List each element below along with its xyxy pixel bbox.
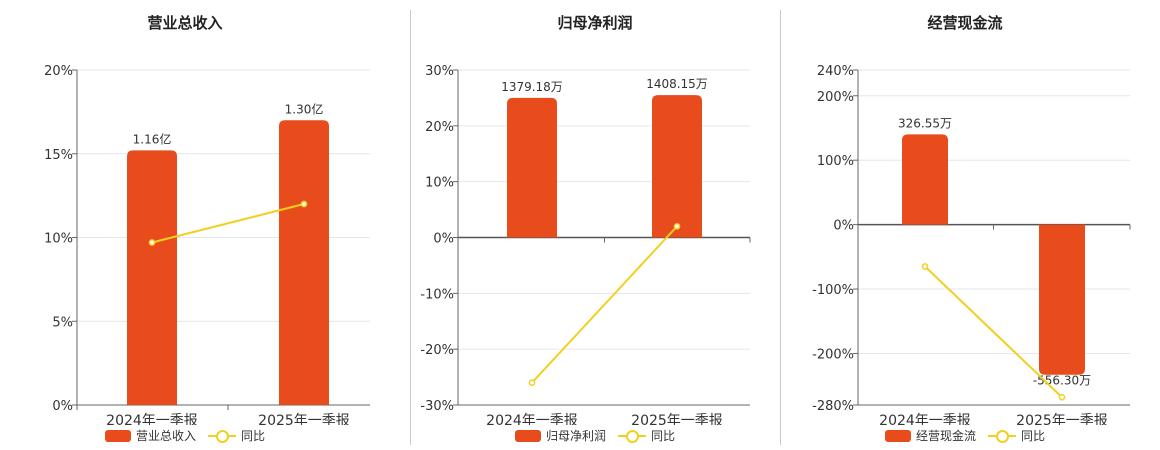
y-tick-label: 100% [817, 154, 854, 169]
x-tick-label: 2025年一季报 [1016, 413, 1108, 425]
chart-panel-net-profit: 归母净利润 30% 20% 10% 0% -10% -20% -30% 1379.18万 140… [410, 0, 780, 450]
legend-label: 归母净利润 [545, 429, 606, 443]
yoy-point [528, 379, 536, 387]
x-tick-label: 2024年一季报 [106, 413, 198, 425]
bar [507, 97, 557, 238]
bar-value-label: 1379.18万 [501, 80, 563, 94]
x-tick-label: 2024年一季报 [879, 413, 971, 425]
legend-item-bar[interactable]: 营业总收入 [104, 427, 196, 444]
yoy-line [531, 225, 678, 384]
y-tick-label: 240% [817, 64, 854, 79]
legend-label: 同比 [241, 429, 266, 443]
legend-item-line[interactable]: 同比 [208, 427, 265, 444]
legend-label: 同比 [1021, 429, 1046, 443]
y-tick-label: 0% [833, 219, 854, 234]
legend-label: 营业总收入 [135, 429, 196, 443]
bar [902, 134, 948, 225]
legend-item-line[interactable]: 同比 [988, 427, 1045, 444]
bar-value-label: 1.16亿 [133, 131, 172, 146]
chart-net-profit: 30% 20% 10% 0% -10% -20% -30% 1379.18万 1408.15万 2… [420, 64, 751, 425]
panel-divider [780, 10, 781, 445]
y-tick-label: -30% [420, 399, 454, 414]
chart-title: 归母净利润 [557, 14, 633, 32]
y-tick-label: -10% [420, 287, 454, 302]
y-tick-label: -200% [812, 347, 854, 362]
legend-line-marker [208, 429, 236, 443]
legend-label: 经营现金流 [915, 429, 976, 443]
y-tick-label: -100% [812, 283, 854, 298]
legend-item-bar[interactable]: 归母净利润 [514, 427, 606, 444]
legend-bar-swatch [514, 429, 541, 442]
y-tick-label: -280% [812, 399, 854, 414]
legend: 经营现金流 同比 [780, 427, 1150, 444]
bar [279, 120, 329, 405]
x-tick-label: 2024年一季报 [486, 413, 578, 425]
x-tick-label: 2025年一季报 [631, 413, 723, 425]
legend-line-marker [988, 429, 1016, 443]
yoy-line [151, 203, 305, 244]
bar-value-label: -556.30万 [1033, 374, 1091, 388]
y-tick-label: 5% [52, 315, 73, 330]
chart-panel-revenue: 营业总收入 20% 15% 10% 5% 0% 1.16亿 1.30亿 2024年一季报 202… [0, 0, 370, 450]
legend-item-bar[interactable]: 经营现金流 [884, 427, 976, 444]
chart-panel-cash-flow: 经营现金流 240% 200% 100% 0% -100% -200% -280% 326.5… [780, 0, 1150, 450]
yoy-point [1058, 393, 1066, 401]
bar [1039, 224, 1085, 375]
yoy-point [921, 263, 929, 270]
y-tick-label: 0% [433, 232, 454, 247]
y-tick-label: 15% [44, 148, 73, 163]
legend-bar-swatch [104, 429, 131, 442]
chart-revenue: 20% 15% 10% 5% 0% 1.16亿 1.30亿 2024年一季报 2025年一季报 [44, 64, 370, 425]
legend-label: 同比 [651, 429, 676, 443]
chart-title: 经营现金流 [927, 14, 1003, 32]
bar-value-label: 326.55万 [898, 116, 952, 130]
bar [652, 95, 702, 238]
yoy-line [924, 265, 1063, 398]
y-tick-label: 10% [425, 176, 454, 191]
bar-value-label: 1408.15万 [646, 77, 708, 91]
y-tick-label: -20% [420, 343, 454, 358]
legend: 归母净利润 同比 [410, 427, 780, 444]
bar-value-label: 1.30亿 [285, 101, 324, 116]
chart-title: 营业总收入 [147, 14, 223, 32]
yoy-point [673, 222, 681, 230]
y-tick-label: 20% [44, 64, 73, 79]
legend: 营业总收入 同比 [0, 427, 370, 444]
y-tick-label: 0% [52, 399, 73, 414]
yoy-point [300, 200, 308, 208]
legend-item-line[interactable]: 同比 [618, 427, 675, 444]
bar [127, 150, 177, 405]
y-tick-label: 10% [44, 232, 73, 247]
x-tick-label: 2025年一季报 [258, 413, 350, 425]
legend-bar-swatch [884, 429, 911, 442]
yoy-point [148, 239, 156, 246]
panel-divider [410, 10, 411, 445]
legend-line-marker [618, 429, 646, 443]
chart-cash-flow: 240% 200% 100% 0% -100% -200% -280% 326.55万 -556… [812, 64, 1131, 425]
y-tick-label: 30% [425, 64, 454, 79]
y-tick-label: 20% [425, 120, 454, 135]
y-tick-label: 200% [817, 90, 854, 105]
